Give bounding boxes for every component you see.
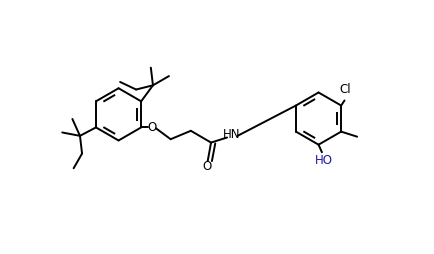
Text: O: O	[147, 121, 156, 134]
Text: Cl: Cl	[339, 83, 350, 96]
Text: O: O	[202, 160, 211, 173]
Text: HN: HN	[223, 129, 240, 141]
Text: HO: HO	[314, 154, 332, 167]
